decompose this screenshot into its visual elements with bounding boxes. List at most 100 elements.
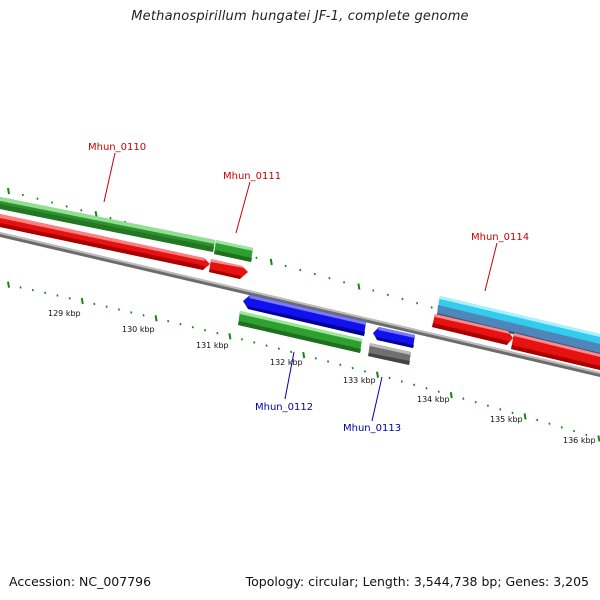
scale-label-135: 135 kbp <box>490 415 523 424</box>
scale-minor-tick <box>328 277 331 280</box>
scale-minor-tick <box>265 344 268 347</box>
scale-minor-tick <box>284 264 287 268</box>
leader-mhun-0112 <box>284 351 295 400</box>
scale-minor-tick <box>388 376 391 380</box>
scale-minor-tick <box>499 408 502 411</box>
genome-title: Methanospirillum hungatei JF-1, complete… <box>131 9 469 24</box>
scale-minor-tick <box>142 314 145 317</box>
scale-major-tick <box>7 187 10 195</box>
gene-mhun-0110-green[interactable] <box>0 197 215 252</box>
cds-next[interactable] <box>511 333 600 370</box>
gene-labels: Mhun_0110 Mhun_0111 Mhun_0114 Mhun_0112 … <box>88 142 529 434</box>
scale-major-tick <box>449 392 453 399</box>
scale-label-132: 132 kbp <box>270 358 303 367</box>
scale-major-tick <box>94 211 98 218</box>
feature-mhun-0112-blue[interactable] <box>243 295 366 336</box>
scale-label-129: 129 kbp <box>48 309 81 318</box>
scale-minor-tick <box>216 332 219 335</box>
scale-minor-tick <box>65 205 68 208</box>
scale-minor-tick <box>109 216 112 220</box>
leader-mhun-0114 <box>484 242 498 292</box>
scale-major-tick <box>302 351 306 359</box>
scale-labels: 129 kbp 130 kbp 131 kbp 132 kbp 133 kbp … <box>48 309 596 445</box>
scale-minor-tick <box>21 193 24 197</box>
cds-mhun-0110[interactable] <box>0 214 210 270</box>
scale-minor-tick <box>437 390 440 393</box>
scale-minor-tick <box>31 288 34 292</box>
gene-mhun-0111-green[interactable] <box>214 240 253 262</box>
leader-mhun-0111 <box>235 181 251 234</box>
scale-minor-tick <box>430 306 433 309</box>
scale-minor-tick <box>44 291 47 294</box>
leader-mhun-0110 <box>103 152 116 203</box>
scale-minor-tick <box>351 366 354 370</box>
scale-major-tick <box>269 258 273 266</box>
scale-minor-tick <box>56 294 59 297</box>
lower-scale-ticks <box>7 281 600 442</box>
scale-minor-tick <box>536 418 539 422</box>
scale-minor-tick <box>80 209 83 212</box>
scale-minor-tick <box>277 347 280 350</box>
scale-minor-tick <box>191 326 194 329</box>
feature-mhun-0113-grey[interactable] <box>368 343 411 365</box>
cds-mhun-0114[interactable] <box>432 314 513 345</box>
scale-minor-tick <box>130 311 133 314</box>
scale-minor-tick <box>548 422 551 425</box>
scale-minor-tick <box>51 201 54 204</box>
label-mhun-0114[interactable]: Mhun_0114 <box>471 232 529 243</box>
leader-mhun-0113 <box>371 376 383 422</box>
scale-minor-tick <box>413 383 416 386</box>
scale-major-tick <box>597 435 600 442</box>
cds-mhun-0111[interactable] <box>209 259 248 279</box>
accession-text: Accession: NC_007796 <box>9 574 152 589</box>
scale-minor-tick <box>372 289 375 292</box>
scale-minor-tick <box>290 350 293 354</box>
scale-minor-tick <box>327 360 330 363</box>
scale-minor-tick <box>93 302 96 306</box>
scale-label-134: 134 kbp <box>417 395 450 404</box>
scale-major-tick <box>80 297 84 305</box>
scale-label-131: 131 kbp <box>196 341 229 350</box>
scale-minor-tick <box>179 323 182 326</box>
scale-minor-tick <box>19 286 22 289</box>
genome-backbone <box>0 232 600 377</box>
scale-minor-tick <box>68 297 71 300</box>
label-leader-lines <box>103 152 498 422</box>
scale-minor-tick <box>204 329 207 332</box>
scale-label-133: 133 kbp <box>343 376 376 385</box>
scale-minor-tick <box>386 293 389 296</box>
scale-minor-tick <box>339 363 342 366</box>
scale-minor-tick <box>462 397 465 400</box>
scale-minor-tick <box>299 268 302 272</box>
scale-major-tick <box>154 315 158 322</box>
scale-label-136: 136 kbp <box>563 436 596 445</box>
scale-minor-tick <box>400 380 403 383</box>
feature-mhun-0113-blue[interactable] <box>373 327 415 348</box>
scale-minor-tick <box>560 426 563 429</box>
topology-text: Topology: circular; Length: 3,544,738 bp… <box>245 574 589 589</box>
gene-mhun-0112-green[interactable] <box>238 311 362 353</box>
scale-minor-tick <box>401 297 404 301</box>
scale-minor-tick <box>474 401 477 404</box>
scale-major-tick <box>523 413 527 420</box>
scale-minor-tick <box>416 302 419 305</box>
label-mhun-0111[interactable]: Mhun_0111 <box>223 171 281 182</box>
scale-minor-tick <box>167 320 170 323</box>
label-mhun-0110[interactable]: Mhun_0110 <box>88 142 146 153</box>
scale-minor-tick <box>255 256 258 259</box>
scale-major-tick <box>357 283 361 290</box>
scale-major-tick <box>228 333 232 340</box>
scale-minor-tick <box>117 308 120 311</box>
scale-label-130: 130 kbp <box>122 325 155 334</box>
label-mhun-0113[interactable]: Mhun_0113 <box>343 423 401 434</box>
scale-minor-tick <box>486 404 489 407</box>
scale-minor-tick <box>240 338 243 341</box>
scale-minor-tick <box>105 305 108 308</box>
scale-minor-tick <box>511 411 514 414</box>
scale-minor-tick <box>314 357 317 360</box>
scale-minor-tick <box>253 341 256 344</box>
label-mhun-0112[interactable]: Mhun_0112 <box>255 402 313 413</box>
scale-minor-tick <box>313 272 316 276</box>
